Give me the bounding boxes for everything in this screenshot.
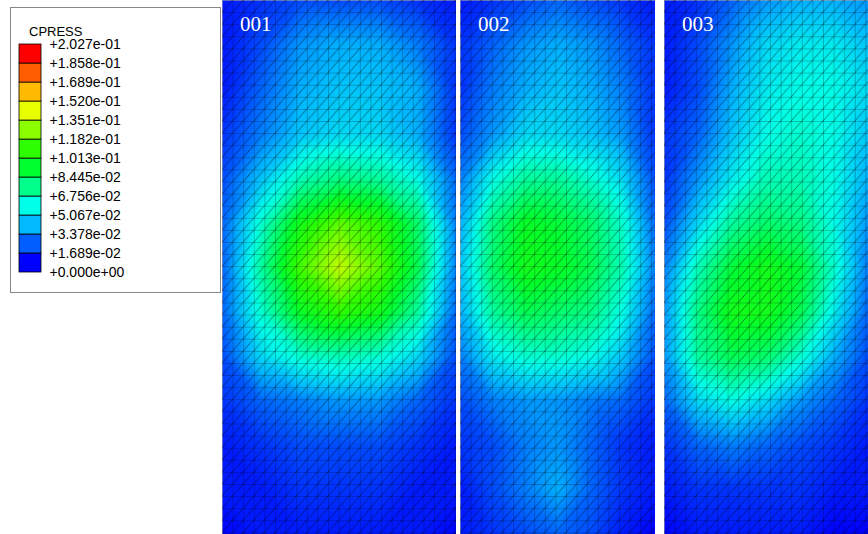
svg-text:+1.858e-01: +1.858e-01 [50,55,121,71]
svg-text:+1.689e-02: +1.689e-02 [50,245,121,261]
html-text:001: 001 [240,12,272,36]
html-text:003: 003 [682,12,714,36]
html-text:002: 002 [478,12,510,36]
html-text:CPRESS: CPRESS [29,24,83,39]
svg-text:+1.182e-01: +1.182e-01 [50,131,121,147]
svg-text:+3.378e-02: +3.378e-02 [50,226,121,242]
svg-text:+1.520e-01: +1.520e-01 [50,93,121,109]
svg-text:+0.000e+00: +0.000e+00 [50,264,125,280]
svg-text:+6.756e-02: +6.756e-02 [50,188,121,204]
svg-text:+5.067e-02: +5.067e-02 [50,207,121,223]
svg-text:+8.445e-02: +8.445e-02 [50,169,121,185]
svg-text:+1.013e-01: +1.013e-01 [50,150,121,166]
svg-text:+2.027e-01: +2.027e-01 [50,36,121,52]
svg-text:+1.689e-01: +1.689e-01 [50,74,121,90]
svg-text:+1.351e-01: +1.351e-01 [50,112,121,128]
